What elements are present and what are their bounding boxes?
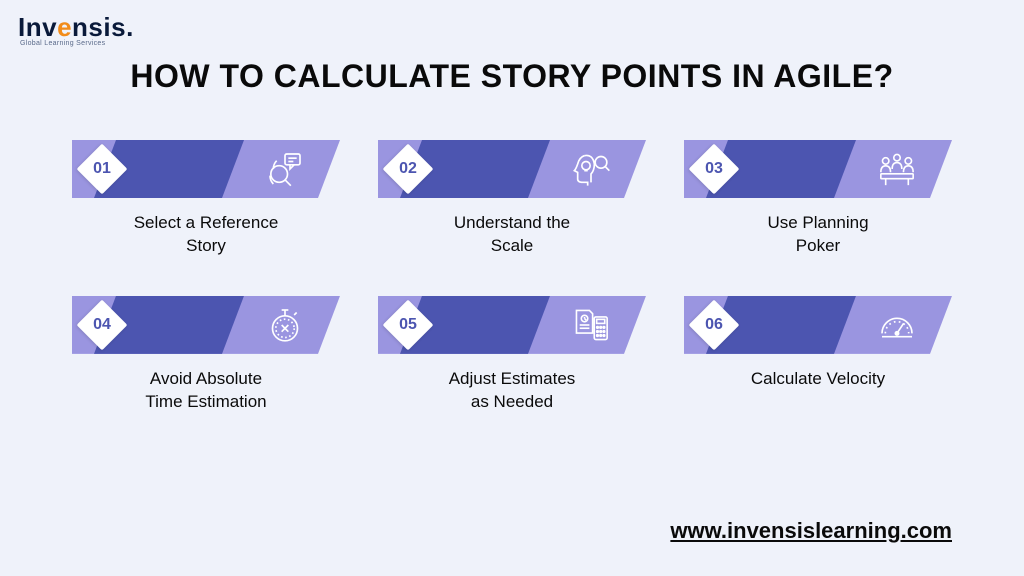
step-label: Understand theScale — [378, 212, 646, 258]
step-banner: 05 — [378, 296, 646, 354]
brand-tagline: Global Learning Services — [20, 40, 105, 47]
page-title: HOW TO CALCULATE STORY POINTS IN AGILE? — [0, 58, 1024, 95]
search-chat-icon — [262, 146, 308, 192]
speedometer-icon — [874, 302, 920, 348]
step-label: Use PlanningPoker — [684, 212, 952, 258]
step-label: Select a ReferenceStory — [72, 212, 340, 258]
step-number: 06 — [696, 307, 732, 343]
step-cell-03: 03 Use PlanningPoker — [684, 140, 952, 258]
step-banner: 01 — [72, 140, 340, 198]
logo-suffix: . — [126, 12, 134, 42]
doc-calculator-icon — [568, 302, 614, 348]
stopwatch-cross-icon — [262, 302, 308, 348]
step-cell-02: 02 Understand theScale — [378, 140, 646, 258]
step-cell-01: 01 Select a ReferenceStory — [72, 140, 340, 258]
step-number: 05 — [390, 307, 426, 343]
step-number: 04 — [84, 307, 120, 343]
step-banner: 03 — [684, 140, 952, 198]
team-table-icon — [874, 146, 920, 192]
logo-pre: Inv — [18, 12, 57, 42]
step-number: 02 — [390, 151, 426, 187]
logo-accent: e — [57, 12, 72, 42]
website-url: www.invensislearning.com — [670, 518, 952, 544]
step-cell-06: 06 Calculate Velocity — [684, 296, 952, 414]
step-cell-05: 05 Adjust Estimatesas Needed — [378, 296, 646, 414]
logo-post: nsis — [72, 12, 126, 42]
step-number: 03 — [696, 151, 732, 187]
steps-grid: 01 Select a ReferenceStory 02 Understand… — [72, 140, 952, 414]
step-number: 01 — [84, 151, 120, 187]
brand-logo: Invensis. — [18, 12, 134, 43]
step-label: Calculate Velocity — [684, 368, 952, 391]
head-lightbulb-icon — [568, 146, 614, 192]
step-label: Adjust Estimatesas Needed — [378, 368, 646, 414]
step-cell-04: 04 Avoid AbsoluteTime Estimation — [72, 296, 340, 414]
step-banner: 04 — [72, 296, 340, 354]
step-banner: 06 — [684, 296, 952, 354]
step-label: Avoid AbsoluteTime Estimation — [72, 368, 340, 414]
step-banner: 02 — [378, 140, 646, 198]
